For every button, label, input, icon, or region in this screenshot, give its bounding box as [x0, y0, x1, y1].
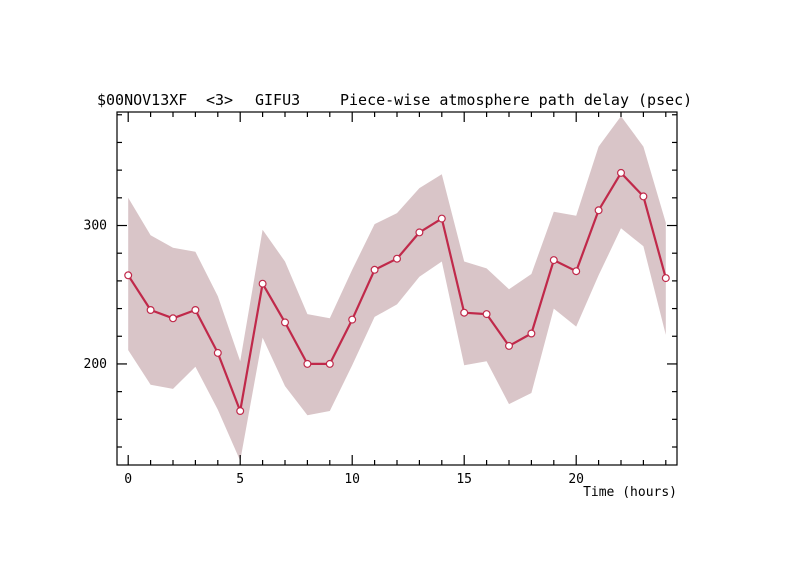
data-point	[639, 192, 648, 201]
x-tick-label: 20	[568, 472, 584, 487]
x-tick-label: 10	[344, 472, 360, 487]
data-point	[348, 315, 357, 324]
data-point	[661, 274, 670, 283]
data-point	[482, 310, 491, 319]
plot-area	[124, 116, 670, 461]
data-point	[505, 341, 514, 350]
data-point	[213, 348, 222, 357]
data-point	[146, 306, 155, 315]
data-point	[258, 279, 267, 288]
data-point	[303, 359, 312, 368]
chart-title-source: $00NOV13XF	[97, 91, 187, 109]
data-point	[393, 254, 402, 263]
x-tick-label: 15	[456, 472, 472, 487]
axis-ticks: 0 5 10 15 20 200 300	[84, 112, 677, 487]
y-tick-label: 200	[84, 357, 107, 372]
data-point	[572, 267, 581, 276]
data-point	[594, 206, 603, 215]
data-point	[191, 306, 200, 315]
x-tick-label: 0	[124, 472, 132, 487]
data-point	[281, 318, 290, 327]
data-point	[549, 256, 558, 265]
data-point	[169, 314, 178, 323]
data-point	[370, 265, 379, 274]
chart-title-description: Piece-wise atmosphere path delay (psec)	[340, 91, 692, 109]
data-point	[437, 214, 446, 223]
data-point	[236, 407, 245, 416]
uncertainty-band	[128, 116, 666, 461]
data-point	[460, 308, 469, 317]
chart-title-index: <3>	[206, 91, 233, 109]
x-tick-label: 5	[236, 472, 244, 487]
data-point	[415, 228, 424, 237]
data-point	[616, 168, 625, 177]
data-point	[124, 271, 133, 280]
data-point	[325, 359, 334, 368]
chart-title-station: GIFU3	[255, 91, 300, 109]
data-point	[527, 329, 536, 338]
y-tick-label: 300	[84, 219, 107, 234]
x-axis-label: Time (hours)	[583, 485, 677, 500]
